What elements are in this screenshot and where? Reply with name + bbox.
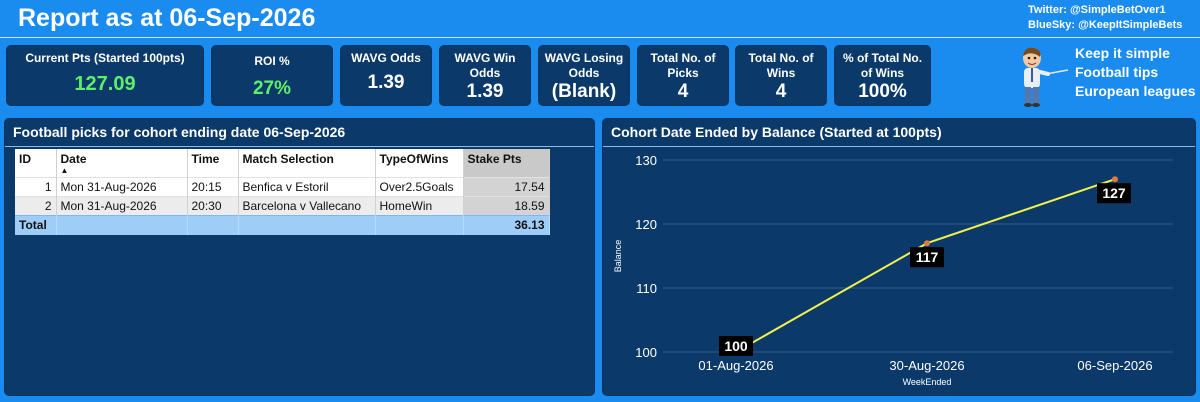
cell-id: 2: [15, 195, 57, 215]
card-label: Total No. of Wins: [748, 51, 814, 80]
card-value: 100%: [858, 81, 907, 102]
table-row[interactable]: 2 Mon 31-Aug-2026 20:30 Barcelona v Vall…: [15, 195, 550, 215]
cell-stake: 17.54: [463, 176, 550, 196]
y-tick-label: 130: [635, 153, 657, 168]
cell-time: 20:30: [187, 195, 239, 215]
card-total-picks[interactable]: Total No. of Picks 4: [637, 45, 729, 106]
cell-stake: 18.59: [463, 195, 550, 215]
card-value: 1.39: [466, 81, 504, 102]
total-empty: [187, 214, 239, 235]
y-axis-label: Balance: [613, 240, 623, 273]
x-tick-label: 01-Aug-2026: [698, 358, 773, 373]
sort-ascending-icon: ▲: [60, 166, 69, 175]
balance-line-chart: 100 110 120 130 01-Aug-2026 30-Aug-2026 06-Sep…: [613, 153, 1173, 387]
cell-match: Barcelona v Vallecano: [238, 195, 376, 215]
tagline: Keep it simple Football tips European le…: [1075, 44, 1196, 101]
total-label: Total: [15, 214, 57, 235]
cell-time: 20:15: [187, 176, 239, 196]
chart-panel: Cohort Date Ended by Balance (Started at…: [602, 118, 1196, 396]
tagline-line: Football tips: [1075, 64, 1159, 80]
data-point: [1112, 176, 1118, 183]
card-wavg-win-odds[interactable]: WAVG Win Odds 1.39: [439, 45, 531, 106]
card-label: WAVG Odds: [351, 51, 421, 65]
card-wavg-losing-odds[interactable]: WAVG Losing Odds (Blank): [538, 45, 630, 106]
tagline-line: Keep it simple: [1075, 45, 1170, 61]
card-roi[interactable]: ROI % 27%: [211, 45, 333, 106]
data-label-box: [910, 247, 944, 268]
tagline-line: European leagues: [1075, 83, 1196, 99]
col-header-id[interactable]: ID: [15, 149, 57, 177]
col-header-date[interactable]: Date ▲: [56, 149, 188, 177]
card-label: % of Total No. of Wins: [842, 51, 923, 80]
card-label: Current Pts (Started 100pts): [25, 51, 185, 65]
cell-date: Mon 31-Aug-2026: [56, 176, 188, 196]
x-tick-label: 06-Sep-2026: [1077, 358, 1152, 373]
total-empty: [56, 214, 188, 235]
cell-match: Benfica v Estoril: [238, 176, 376, 196]
picks-panel-title: Football picks for cohort ending date 06…: [5, 119, 594, 147]
report-header: Report as at 06-Sep-2026 Twitter: @Simpl…: [0, 0, 1200, 38]
data-label-box: [1097, 183, 1131, 204]
chart-panel-title: Cohort Date Ended by Balance (Started at…: [603, 119, 1195, 147]
cell-id: 1: [15, 176, 57, 196]
card-value: 1.39: [367, 72, 405, 93]
data-point: [924, 240, 930, 247]
cell-date: Mon 31-Aug-2026: [56, 195, 188, 215]
cell-type: Over2.5Goals: [375, 176, 464, 196]
total-row: Total 36.13: [15, 214, 550, 235]
y-tick-label: 110: [636, 281, 657, 296]
picks-table: ID Date ▲ Time Match Selection TypeOfWin…: [15, 149, 550, 235]
card-value: (Blank): [551, 81, 617, 102]
data-label: 127: [1102, 185, 1126, 201]
social-handles: Twitter: @SimpleBetOver1 BlueSky: @KeepI…: [1028, 3, 1188, 33]
data-label: 117: [916, 249, 939, 265]
total-empty: [375, 214, 464, 235]
table-row[interactable]: 1 Mon 31-Aug-2026 20:15 Benfica v Estori…: [15, 176, 550, 196]
col-header-type[interactable]: TypeOfWins: [375, 149, 464, 177]
y-tick-label: 120: [635, 217, 657, 232]
data-label-box: [719, 336, 753, 356]
card-wavg-odds[interactable]: WAVG Odds 1.39: [340, 45, 432, 106]
y-tick-label: 100: [635, 345, 657, 360]
picks-panel: Football picks for cohort ending date 06…: [4, 118, 595, 396]
col-header-stake[interactable]: Stake Pts: [463, 149, 550, 177]
total-empty: [238, 214, 376, 235]
card-current-pts[interactable]: Current Pts (Started 100pts) 127.09: [6, 45, 204, 106]
mascot-image: [1023, 47, 1069, 107]
card-label: WAVG Win Odds: [454, 51, 516, 80]
twitter-handle[interactable]: Twitter: @SimpleBetOver1: [1028, 4, 1166, 16]
card-value: 4: [677, 81, 689, 102]
card-label: WAVG Losing Odds: [544, 51, 624, 80]
data-label: 100: [724, 338, 748, 354]
card-label: ROI %: [254, 54, 290, 68]
page-title: Report as at 06-Sep-2026: [18, 4, 316, 32]
card-label: Total No. of Picks: [650, 51, 716, 80]
x-axis-label: WeekEnded: [903, 377, 952, 387]
card-pct-wins[interactable]: % of Total No. of Wins 100%: [834, 45, 931, 106]
total-stake: 36.13: [463, 214, 550, 235]
col-header-match[interactable]: Match Selection: [238, 149, 376, 177]
col-header-date-label: Date: [60, 152, 87, 166]
card-value: 27%: [252, 78, 292, 99]
bluesky-handle[interactable]: BlueSky: @KeepItSimpleBets: [1028, 19, 1183, 31]
col-header-time[interactable]: Time: [187, 149, 239, 177]
card-value: 127.09: [74, 73, 136, 95]
x-tick-label: 30-Aug-2026: [889, 358, 964, 373]
card-value: 4: [775, 81, 787, 102]
card-total-wins[interactable]: Total No. of Wins 4: [735, 45, 827, 106]
cell-type: HomeWin: [375, 195, 464, 215]
